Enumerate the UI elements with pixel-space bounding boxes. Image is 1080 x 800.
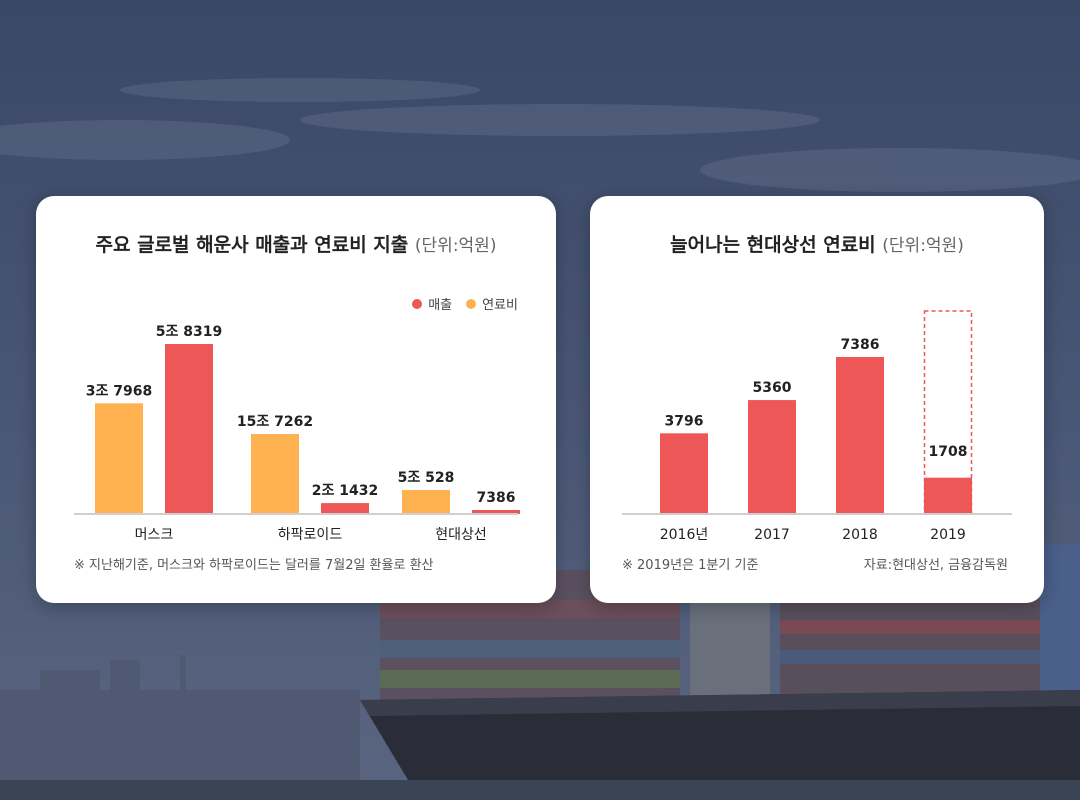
x-tick-label: 2018 <box>842 527 878 543</box>
x-tick-label: 하팍로이드 <box>278 527 343 543</box>
legend-item-revenue: 매출 <box>412 294 452 313</box>
x-tick-label: 현대상선 <box>435 527 487 543</box>
bar <box>924 477 972 514</box>
bar-fuel <box>402 490 450 514</box>
x-tick-label: 머스크 <box>135 527 174 543</box>
chart-title-text: 주요 글로벌 해운사 매출과 연료비 지출 <box>95 234 409 256</box>
x-tick-label: 2019 <box>930 527 966 543</box>
legend: 매출 연료비 <box>412 294 518 313</box>
data-label: 7386 <box>841 337 880 353</box>
global-shipping-chart-card: 주요 글로벌 해운사 매출과 연료비 지출 (단위:억원) 매출 연료비 3조 … <box>36 196 556 603</box>
footnote-right: 자료:현대상선, 금융감독원 <box>863 558 1008 573</box>
data-label: 5360 <box>753 380 792 396</box>
legend-label-fuel: 연료비 <box>482 298 518 313</box>
chart-title: 주요 글로벌 해운사 매출과 연료비 지출 (단위:억원) <box>36 230 556 257</box>
legend-dot-revenue <box>412 298 423 309</box>
data-label: 3796 <box>665 413 704 429</box>
chart-title: 늘어나는 현대상선 연료비 (단위:억원) <box>590 230 1044 257</box>
chart-1: 3조 7968 5조 8319 머스크 15조 7262 2조 1432 하팍로이드 5조 … <box>74 324 520 543</box>
bar-revenue <box>472 510 520 514</box>
legend-label-revenue: 매출 <box>428 298 453 313</box>
chart-2: 3796 2016년 5360 2017 7386 2018 1708 2019 <box>622 310 1012 543</box>
bar-revenue <box>165 344 213 514</box>
data-label: 2조 1432 <box>312 483 378 499</box>
bar <box>660 433 708 514</box>
legend-item-fuel: 연료비 <box>466 294 518 313</box>
legend-dot-fuel <box>466 298 477 309</box>
data-label: 5조 8319 <box>156 324 222 340</box>
bar-fuel <box>95 403 143 514</box>
bar-revenue <box>321 503 369 514</box>
chart-title-text: 늘어나는 현대상선 연료비 <box>670 234 876 256</box>
x-tick-label: 2016년 <box>660 527 709 543</box>
data-label: 5조 528 <box>398 470 455 486</box>
data-label: 3조 7968 <box>86 383 152 399</box>
hmm-fuel-chart-card: 늘어나는 현대상선 연료비 (단위:억원) 3796 2016년 5360 2017 7… <box>590 196 1044 603</box>
footnote-left: ※ 2019년은 1분기 기준 <box>622 558 759 573</box>
data-label: 15조 7262 <box>237 414 313 430</box>
bar <box>748 400 796 514</box>
x-tick-label: 2017 <box>754 527 790 543</box>
data-label: 7386 <box>477 490 516 506</box>
unit-label: (단위:억원) <box>414 236 497 256</box>
bar <box>836 357 884 514</box>
bar-fuel <box>251 434 299 514</box>
data-label: 1708 <box>929 444 968 460</box>
footnote: ※ 지난해기준, 머스크와 하팍로이드는 달러를 7월2일 환율로 환산 <box>74 558 434 573</box>
unit-label: (단위:억원) <box>882 236 964 256</box>
